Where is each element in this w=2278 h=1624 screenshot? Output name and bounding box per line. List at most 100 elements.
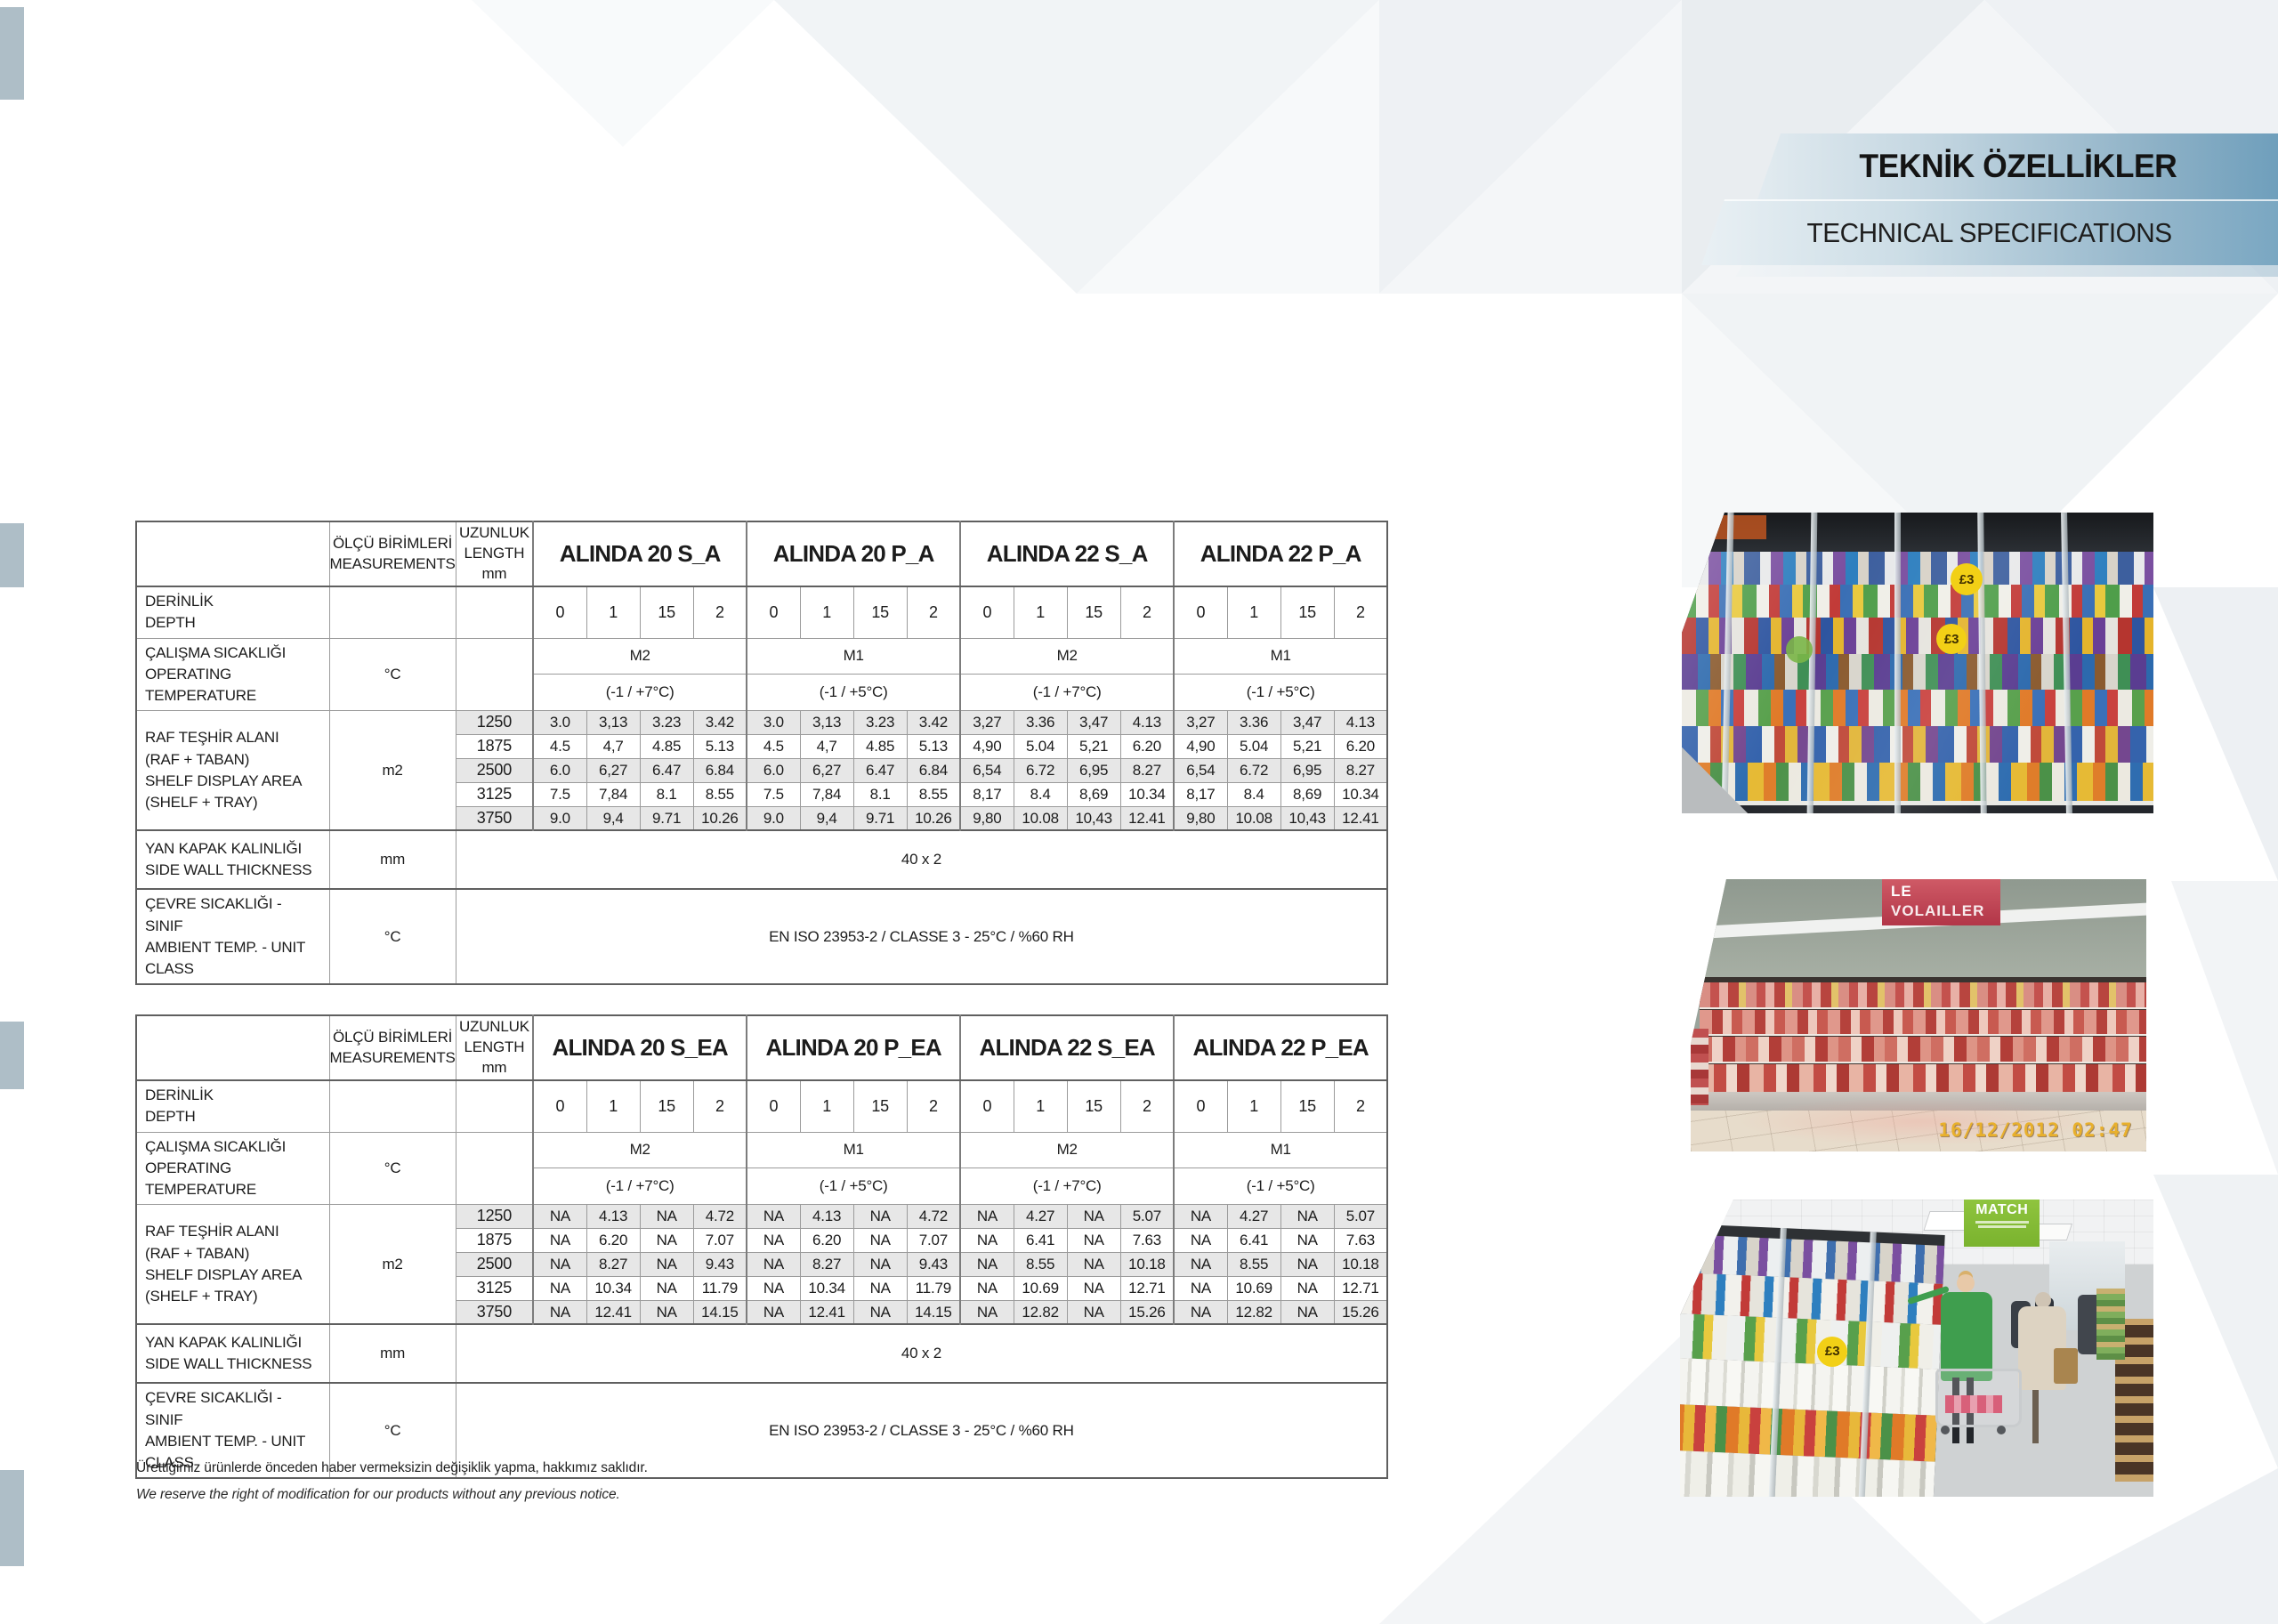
length-header: UZUNLUK LENGTH mm (455, 521, 534, 587)
area-value: 5.13 (692, 733, 747, 759)
table-row: RAF TEŞHİR ALANI (RAF + TABAN) SHELF DISPL… (135, 709, 1388, 831)
sign-subtext-bar (1977, 1225, 2026, 1228)
table-row: 2500 6.0 6,27 6.47 6.84 6.0 6,27 6.47 6.84 6,54 6.… (136, 757, 1388, 783)
promo-badge (1785, 635, 1813, 663)
area-value: NA (639, 1251, 694, 1277)
area-value: 3.23 (852, 709, 908, 735)
area-value: 4.13 (1333, 709, 1388, 735)
cart-wheel (1997, 1425, 2007, 1434)
area-value: 8,17 (1173, 781, 1228, 807)
measurements-header: ÖLÇÜ BİRİMLERİ MEASUREMENTS (328, 521, 456, 587)
meat-shelf-row (1700, 1009, 2146, 1037)
area-value: 12.41 (1333, 805, 1388, 831)
area-value: NA (746, 1251, 801, 1277)
area-value: 10.08 (1013, 805, 1068, 831)
floor-glow (1736, 1096, 2101, 1146)
area-value: NA (1066, 1203, 1121, 1229)
depth-value: 0 (746, 1079, 801, 1133)
area-value: 3.42 (906, 709, 961, 735)
area-value: 5,21 (1066, 733, 1121, 759)
corner-cell (135, 1014, 330, 1081)
price-badge-text: £3 (1959, 571, 1975, 587)
page-edge-tab (0, 1022, 24, 1089)
glass-reflection (1682, 551, 2153, 813)
area-value: 12.41 (799, 1299, 854, 1325)
area-value: 4.72 (906, 1203, 961, 1229)
area-value: 6,95 (1066, 757, 1121, 783)
sign-text: LE (1891, 883, 1912, 900)
area-value: 9,80 (1173, 805, 1228, 831)
area-value: NA (532, 1275, 587, 1301)
area-value: 6.47 (639, 757, 694, 783)
area-value: NA (639, 1227, 694, 1253)
depth-value: 1 (586, 586, 641, 639)
temp-unit: °C (328, 637, 456, 711)
page-edge-tab (0, 7, 24, 100)
side-wall-label: YAN KAPAK KALINLIĞI SIDE WALL THICKNESS (135, 1323, 330, 1384)
area-value: 3,27 (959, 709, 1014, 735)
area-value: 3,27 (1173, 709, 1228, 735)
shopper-green-head (1957, 1273, 1975, 1292)
area-value: 6.84 (692, 757, 747, 783)
area-value: 9,80 (959, 805, 1014, 831)
area-value: NA (746, 1275, 801, 1301)
temp-class: M2 (532, 1131, 747, 1169)
area-value: 4.85 (852, 733, 908, 759)
area-value: NA (532, 1251, 587, 1277)
depth-value: 0 (1173, 586, 1228, 639)
ambient-unit: °C (328, 1382, 456, 1479)
area-value: NA (959, 1251, 1014, 1277)
depth-value: 2 (1333, 1079, 1388, 1133)
area-value: 6.20 (586, 1227, 641, 1253)
sign-text: VOLAILLER (1891, 902, 1985, 919)
area-value: 9.71 (852, 805, 908, 831)
length-value: 3750 (455, 1299, 534, 1325)
area-value: 14.15 (906, 1299, 961, 1325)
ambient-value: EN ISO 23953-2 / CLASSE 3 - 25°C / %60 R… (455, 888, 1388, 985)
area-value: NA (1066, 1227, 1121, 1253)
page-edge-tab (0, 523, 24, 587)
temp-range: (-1 / +7°C) (532, 1168, 747, 1205)
area-value: 3.0 (746, 709, 801, 735)
produce-shelf (2096, 1289, 2126, 1361)
area-value: 10.69 (1013, 1275, 1068, 1301)
area-value: 3.0 (532, 709, 587, 735)
area-value: 6.41 (1226, 1227, 1281, 1253)
area-value: NA (852, 1251, 908, 1277)
area-value: 8.55 (692, 781, 747, 807)
temp-class: M1 (1173, 1131, 1388, 1169)
area-value: 3.36 (1226, 709, 1281, 735)
area-value: 10.34 (1119, 781, 1175, 807)
area-value: 7.07 (906, 1227, 961, 1253)
shelf-area-label: RAF TEŞHİR ALANI (RAF + TABAN) SHELF DISPL… (135, 709, 330, 831)
ambient-label: ÇEVRE SICAKLIĞI - SINIF AMBIENT TEMP. - U… (135, 1382, 330, 1479)
photo-open-meat-case: LE VOLAILLER 16/12/2012 02:47 (1691, 879, 2146, 1151)
area-value: 4.27 (1226, 1203, 1281, 1229)
banner-title-en: TECHNICAL SPECIFICATIONS (1806, 217, 2173, 248)
area-value: NA (1280, 1299, 1335, 1325)
price-badge: £3 (1817, 1336, 1848, 1367)
glass-door-frame (1894, 513, 1901, 813)
ambient-label: ÇEVRE SICAKLIĞI - SINIF AMBIENT TEMP. - U… (135, 888, 330, 985)
model-header: ALINDA 22 S_EA (959, 1014, 1175, 1081)
area-value: 12.82 (1013, 1299, 1068, 1325)
area-value: 4,7 (799, 733, 854, 759)
depth-value: 1 (1226, 1079, 1281, 1133)
area-unit: m2 (328, 1203, 456, 1325)
empty-cell (455, 1131, 534, 1205)
side-wall-unit: mm (328, 1323, 456, 1384)
area-value: 6,27 (799, 757, 854, 783)
area-value: 6.72 (1013, 757, 1068, 783)
area-value: 6.0 (746, 757, 801, 783)
table-row: 3750 9.0 9,4 9.71 10.26 9.0 9,4 9.71 10.26 9,80 10… (136, 805, 1388, 831)
area-value: 8.4 (1226, 781, 1281, 807)
temp-class: M1 (746, 1131, 961, 1169)
area-value: 14.15 (692, 1299, 747, 1325)
model-header: ALINDA 20 P_EA (746, 1014, 961, 1081)
depth-value: 15 (852, 1079, 908, 1133)
area-value: 8.27 (1119, 757, 1175, 783)
model-header: ALINDA 22 S_A (959, 521, 1175, 587)
area-value: 5.07 (1119, 1203, 1175, 1229)
temp-class: M2 (959, 637, 1175, 675)
area-value: NA (746, 1203, 801, 1229)
